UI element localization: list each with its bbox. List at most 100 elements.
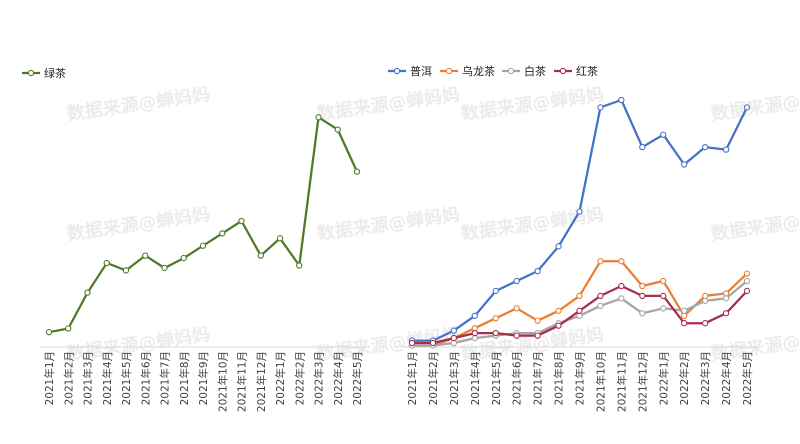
data-point — [722, 295, 730, 302]
x-tick-label: 2022年2月 — [678, 351, 691, 405]
data-point — [408, 339, 416, 347]
x-tick-label: 2021年8月 — [553, 351, 566, 405]
data-point — [576, 292, 583, 300]
data-point — [296, 262, 303, 269]
x-tick-label: 2021年9月 — [574, 351, 587, 405]
data-point — [576, 208, 583, 215]
data-point — [618, 282, 625, 290]
watermark-text: 数据来源@蝉妈妈 — [316, 83, 462, 125]
watermark-text: 数据来源@蝉妈妈 — [460, 83, 606, 125]
data-point — [199, 242, 207, 249]
data-point — [334, 126, 341, 133]
data-point — [597, 302, 604, 309]
data-point — [701, 143, 709, 151]
data-point — [257, 252, 264, 259]
legend-label: 红茶 — [576, 65, 598, 78]
x-tick-label: 2021年7月 — [159, 351, 172, 405]
green-tea-chart: 2021年1月 2021年2月 2021年3月 2021年4月 2021年5月 2021年… — [22, 66, 367, 412]
watermark-text: 数据来源@蝉妈妈 — [710, 83, 800, 125]
x-tick-label: 2021年1月 — [406, 351, 419, 405]
data-point — [276, 235, 284, 242]
data-point — [65, 325, 72, 332]
data-point — [743, 277, 751, 285]
data-point — [238, 217, 245, 225]
data-point — [492, 315, 499, 322]
x-tick-label: 2021年3月 — [448, 351, 461, 405]
data-point — [315, 114, 322, 121]
data-point — [743, 270, 751, 277]
data-point — [597, 258, 604, 265]
data-point — [618, 96, 625, 104]
data-point — [555, 322, 562, 329]
legend-label: 白茶 — [524, 64, 546, 78]
x-tick-label: 2021年11月 — [615, 351, 628, 412]
x-tick-label: 2021年4月 — [469, 351, 482, 405]
x-tick-label: 2022年4月 — [332, 351, 345, 405]
data-point — [471, 329, 478, 337]
data-point — [103, 259, 110, 267]
data-point — [353, 168, 361, 175]
data-point — [681, 161, 688, 168]
data-point — [639, 282, 646, 290]
x-tick-label: 2021年10月 — [216, 351, 229, 412]
data-point — [219, 230, 226, 237]
watermark-text: 数据来源@蝉妈妈 — [316, 203, 462, 245]
data-point — [701, 320, 709, 327]
data-point — [681, 307, 688, 314]
x-tick-label: 2021年3月 — [82, 351, 95, 405]
x-tick-label: 2021年5月 — [120, 351, 133, 405]
data-point — [681, 320, 688, 327]
data-point — [660, 292, 667, 300]
data-point — [639, 143, 646, 151]
data-point — [513, 277, 520, 285]
data-point — [618, 295, 625, 302]
data-point — [618, 258, 625, 265]
data-point — [429, 339, 437, 347]
data-point — [639, 310, 646, 317]
legend-swatch-marker — [507, 67, 515, 75]
x-tick-label: 2022年1月 — [274, 351, 287, 405]
data-point — [743, 287, 751, 295]
data-point — [534, 267, 541, 275]
data-point — [450, 334, 458, 342]
data-point — [84, 289, 91, 296]
data-point — [743, 104, 751, 111]
x-tick-label: 2021年12月 — [255, 351, 268, 412]
x-tick-label: 2022年2月 — [293, 351, 306, 405]
x-tick-label: 2021年4月 — [101, 351, 114, 405]
legend-swatch-marker — [559, 67, 567, 75]
watermark-text: 数据来源@蝉妈妈 — [66, 83, 212, 125]
data-point — [701, 297, 709, 305]
data-point — [555, 243, 562, 250]
x-tick-label: 2021年5月 — [490, 351, 503, 405]
data-point — [660, 305, 667, 312]
data-point — [513, 305, 520, 312]
x-tick-label: 2022年3月 — [313, 351, 326, 405]
data-point — [450, 327, 458, 334]
legend-label: 乌龙茶 — [462, 64, 495, 78]
data-point — [576, 307, 583, 314]
x-tick-label: 2022年4月 — [720, 351, 733, 405]
data-point — [45, 329, 53, 336]
data-point — [722, 146, 730, 153]
data-point — [513, 332, 520, 339]
legend-label: 普洱 — [410, 64, 432, 78]
data-point — [142, 252, 149, 259]
data-point — [660, 277, 667, 285]
x-tick-label: 2022年1月 — [657, 351, 670, 405]
x-tick-label: 2022年5月 — [741, 351, 754, 405]
data-point — [161, 264, 168, 272]
tea-types-chart: 2021年1月 2021年2月 2021年3月 2021年4月 2021年5月 2021年… — [388, 64, 758, 412]
x-tick-label: 2021年12月 — [636, 351, 649, 412]
data-point — [180, 254, 187, 262]
data-point — [492, 329, 499, 337]
data-point — [597, 104, 604, 111]
data-point — [534, 317, 541, 324]
legend-swatch-marker — [27, 69, 35, 77]
watermark-text: 数据来源@蝉妈妈 — [66, 203, 212, 245]
x-tick-label: 2021年2月 — [427, 351, 440, 405]
data-point — [639, 292, 646, 300]
data-point — [122, 267, 130, 274]
